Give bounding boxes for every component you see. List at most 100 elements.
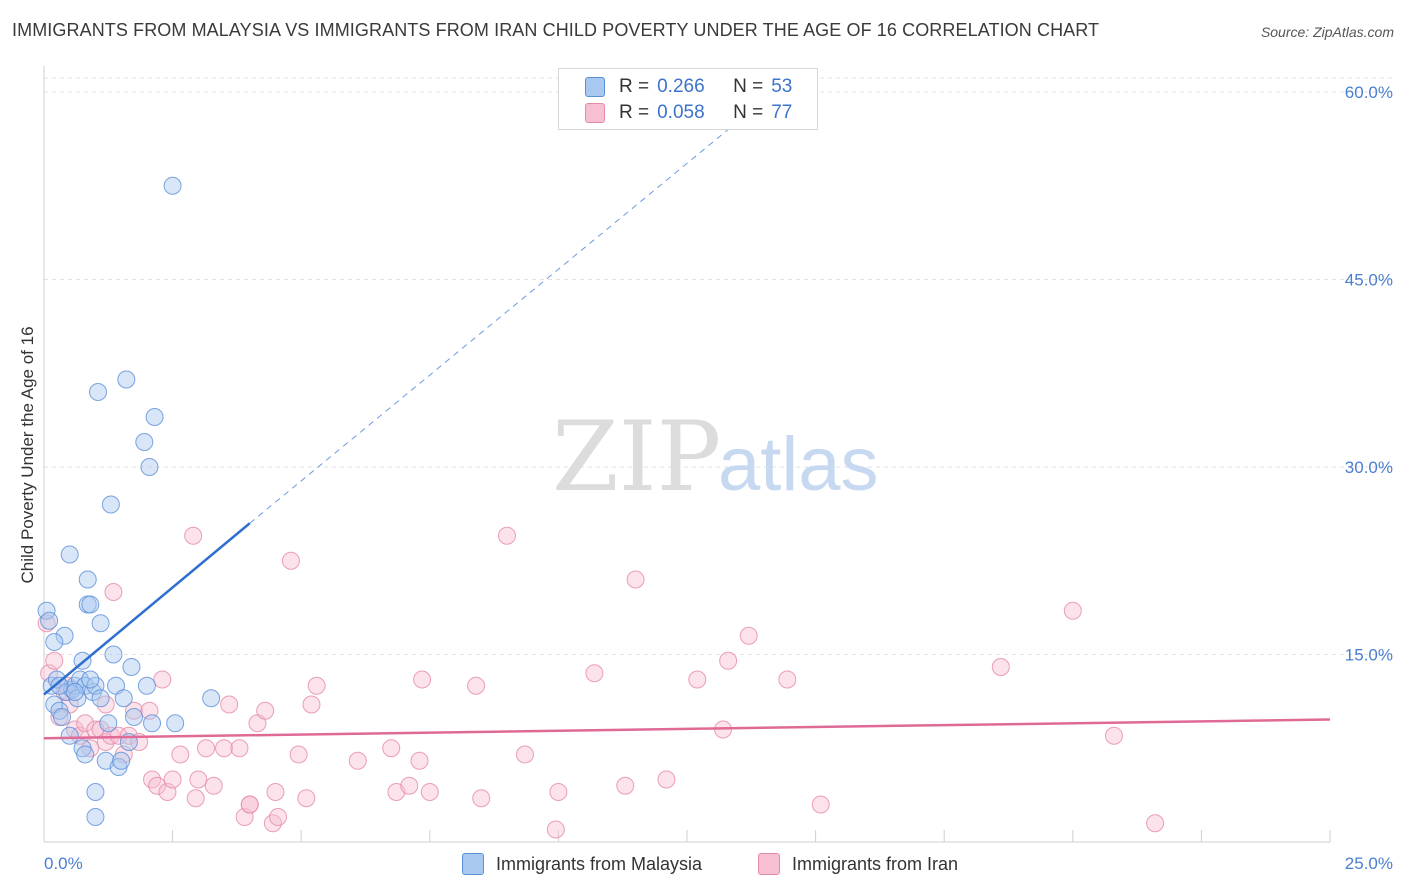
y-tick-label: 30.0% bbox=[1345, 458, 1393, 477]
malaysia-point bbox=[117, 370, 136, 389]
malaysia-point bbox=[202, 689, 221, 708]
iran-point bbox=[657, 770, 676, 789]
legend-r-label: R = bbox=[619, 102, 650, 123]
iran-point bbox=[413, 670, 432, 689]
iran-point bbox=[1104, 726, 1123, 745]
malaysia-point bbox=[78, 570, 97, 589]
iran-legend-swatch bbox=[758, 853, 780, 875]
malaysia-point bbox=[137, 676, 156, 695]
iran-point bbox=[109, 726, 128, 745]
iran-point bbox=[382, 739, 401, 758]
iran-points bbox=[37, 526, 1165, 839]
x-tick-label: 0.0% bbox=[44, 854, 83, 873]
iran-point bbox=[688, 670, 707, 689]
malaysia-point bbox=[81, 595, 100, 614]
legend-r-label: R = bbox=[619, 76, 650, 97]
iran-point bbox=[991, 658, 1010, 676]
malaysia-point bbox=[40, 611, 59, 630]
malaysia-trend-extension bbox=[249, 129, 729, 524]
legend-n-value: 77 bbox=[771, 102, 793, 123]
trend-lines bbox=[43, 129, 1331, 740]
iran-point bbox=[811, 795, 830, 814]
malaysia-legend-label: Immigrants from Malaysia bbox=[496, 853, 703, 874]
iran-point bbox=[163, 770, 182, 789]
iran-point bbox=[281, 551, 300, 570]
iran-point bbox=[778, 670, 797, 689]
iran-point bbox=[515, 745, 534, 764]
malaysia-point bbox=[89, 383, 108, 401]
iran-point bbox=[186, 789, 205, 808]
iran-point bbox=[1146, 814, 1165, 833]
iran-point bbox=[215, 739, 234, 758]
iran-point bbox=[497, 526, 516, 545]
iran-point bbox=[546, 820, 565, 839]
y-tick-label: 45.0% bbox=[1345, 271, 1393, 290]
iran-point bbox=[585, 664, 604, 683]
malaysia-point bbox=[166, 714, 185, 733]
malaysia-point bbox=[145, 408, 164, 426]
gridlines bbox=[44, 77, 1392, 655]
malaysia-point bbox=[101, 495, 120, 514]
iran-point bbox=[204, 776, 223, 795]
iran-legend-label: Immigrants from Iran bbox=[792, 853, 959, 874]
iran-point bbox=[76, 714, 95, 733]
iran-point bbox=[240, 795, 259, 814]
iran-point bbox=[297, 789, 316, 808]
iran-point bbox=[420, 783, 439, 801]
chart-title: IMMIGRANTS FROM MALAYSIA VS IMMIGRANTS F… bbox=[12, 20, 1100, 40]
y-tick-label: 60.0% bbox=[1345, 83, 1393, 102]
malaysia-point bbox=[163, 176, 182, 195]
iran-point bbox=[616, 776, 635, 795]
malaysia-point bbox=[55, 626, 74, 645]
iran-point bbox=[626, 570, 645, 589]
iran-point bbox=[307, 676, 326, 695]
iran-point bbox=[472, 789, 491, 808]
malaysia-legend-swatch bbox=[462, 853, 484, 875]
iran-point bbox=[269, 808, 288, 826]
legend-row-malaysia: R = 0.266 N = 53 bbox=[585, 74, 792, 100]
malaysia-point bbox=[86, 783, 105, 801]
watermark-atlas: atlas bbox=[718, 422, 879, 507]
legend-r-value: 0.058 bbox=[657, 102, 705, 123]
legend-row-iran: R = 0.058 N = 77 bbox=[585, 100, 792, 126]
iran-point bbox=[1063, 601, 1082, 620]
y-tick-label: 15.0% bbox=[1345, 646, 1393, 665]
malaysia-point bbox=[81, 670, 100, 689]
legend-n-label: N = bbox=[733, 76, 764, 97]
malaysia-point bbox=[99, 714, 118, 733]
bottom-legend-malaysia: Immigrants from Malaysia bbox=[462, 852, 702, 876]
iran-swatch bbox=[585, 103, 605, 123]
malaysia-swatch bbox=[585, 77, 605, 97]
malaysia-point bbox=[91, 614, 110, 633]
iran-point bbox=[148, 776, 167, 795]
malaysia-point bbox=[53, 708, 72, 726]
iran-point bbox=[302, 695, 321, 714]
malaysia-point bbox=[104, 645, 123, 664]
iran-point bbox=[266, 783, 285, 801]
watermark-zip: ZIP bbox=[552, 401, 721, 513]
iran-point bbox=[410, 751, 429, 770]
iran-point bbox=[400, 776, 419, 795]
legend-n-label: N = bbox=[733, 102, 764, 123]
iran-point bbox=[719, 651, 738, 670]
iran-point bbox=[549, 783, 568, 801]
malaysia-point bbox=[60, 726, 79, 745]
iran-point bbox=[45, 651, 64, 670]
iran-point bbox=[348, 751, 367, 770]
legend-r-value: 0.266 bbox=[657, 76, 705, 97]
correlation-legend: R = 0.266 N = 53 R = 0.058 N = 77 bbox=[558, 68, 818, 130]
malaysia-point bbox=[122, 658, 141, 676]
iran-trend-line bbox=[43, 718, 1331, 740]
malaysia-trend-line bbox=[43, 522, 251, 696]
iran-point bbox=[189, 770, 208, 789]
iran-point bbox=[37, 614, 56, 633]
iran-point bbox=[289, 745, 308, 764]
iran-point bbox=[184, 526, 203, 545]
malaysia-point bbox=[112, 751, 131, 770]
bottom-legend-iran: Immigrants from Iran bbox=[758, 852, 958, 876]
malaysia-point bbox=[45, 633, 64, 651]
iran-point bbox=[197, 739, 216, 758]
source-label: Source: ZipAtlas.com bbox=[1260, 24, 1394, 40]
iran-point bbox=[739, 626, 758, 645]
